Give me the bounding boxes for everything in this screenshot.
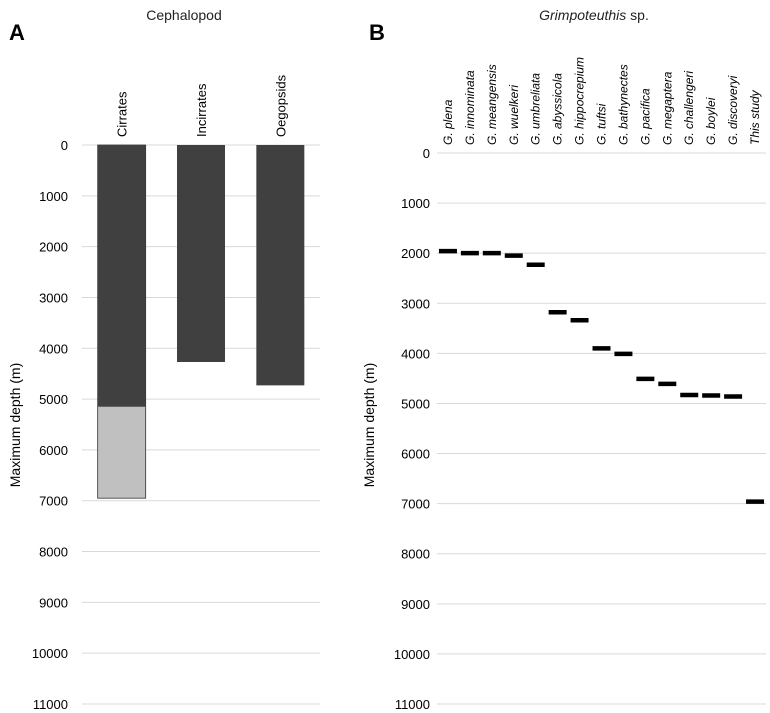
- panel-b-category-label: G. innominata: [463, 70, 477, 145]
- panel-b-category-label: This study: [748, 89, 762, 145]
- panel-a-category-label: Oegopsids: [273, 74, 288, 137]
- panel-b-y-tick-label: 8000: [401, 547, 430, 562]
- panel-a-y-tick-label: 3000: [39, 290, 68, 305]
- panel-a-y-tick-label: 7000: [39, 494, 68, 509]
- panel-b-title-suffix: sp.: [626, 7, 649, 23]
- panel-a-y-tick-label: 5000: [39, 392, 68, 407]
- panel-b-category-label: G. megaptera: [660, 71, 674, 145]
- panel-a-y-tick-label: 2000: [39, 240, 68, 255]
- panel-b-title: Grimpoteuthis sp.: [539, 7, 649, 23]
- panel-a-label: A: [9, 20, 25, 45]
- panel-a-bar: [97, 145, 146, 407]
- panel-b-category-label: G. discoveryi: [726, 75, 740, 145]
- panel-b-y-axis-label: Maximum depth (m): [361, 363, 377, 487]
- panel-b-category-label: G. hippocrepium: [573, 57, 587, 145]
- panel-b-y-tick-label: 3000: [401, 296, 430, 311]
- panel-b-category-label: G. bathynectes: [616, 64, 630, 145]
- panel-b-y-tick-label: 2000: [401, 246, 430, 261]
- panel-a-bar: [256, 145, 305, 386]
- panel-b-y-tick-label: 7000: [401, 497, 430, 512]
- panel-b-y-tick-label: 10000: [394, 647, 430, 662]
- panel-a-category-label: Cirrates: [115, 91, 130, 137]
- panel-b-category-label: G. wuelkeri: [507, 85, 521, 145]
- panel-a-title: Cephalopod: [146, 7, 222, 23]
- panel-a-y-tick-label: 9000: [39, 595, 68, 610]
- panel-a-y-tick-label: 11000: [33, 697, 68, 712]
- panel-a-bar: [177, 145, 225, 362]
- panel-b-y-tick-label: 9000: [401, 597, 430, 612]
- panel-b-category-label: G. abyssicola: [551, 73, 565, 145]
- panel-b-plot: 0 1000 2000 3000 4000 5000 6000 7000 8000 9000 100…: [394, 57, 766, 712]
- panel-b-category-label: G. challengeri: [682, 71, 696, 145]
- panel-a-y-tick-label: 6000: [39, 443, 68, 458]
- panel-a-y-axis-label: Maximum depth (m): [7, 363, 23, 487]
- panel-a-y-tick-label: 4000: [39, 341, 68, 356]
- panel-b-y-tick-label: 11000: [395, 697, 430, 712]
- panel-b-category-label: G. meangensis: [485, 64, 499, 145]
- panel-b-category-label: G. tuftsi: [595, 103, 609, 145]
- panel-b-y-tick-label: 0: [423, 146, 430, 161]
- panel-b-y-tick-label: 5000: [401, 396, 430, 411]
- panel-b-title-genus: Grimpoteuthis: [539, 7, 626, 23]
- panel-a-y-tick-label: 1000: [39, 189, 68, 204]
- panel-b-y-tick-label: 1000: [401, 196, 430, 211]
- panel-b-y-tick-label: 6000: [401, 447, 430, 462]
- panel-b-category-label: G. umbreliata: [529, 73, 543, 145]
- panel-b-category-label: G. plena: [441, 99, 455, 145]
- panel-a-y-tick-label: 8000: [39, 545, 68, 560]
- panel-b-category-label: G. boylei: [704, 97, 718, 145]
- panel-a-y-tick-label: 0: [61, 138, 68, 153]
- panel-b-y-tick-label: 4000: [401, 346, 430, 361]
- panel-a-plot: 0 1000 2000 3000 4000 5000 6000 7000 8000 9000 100…: [32, 74, 320, 712]
- panel-a-y-tick-label: 10000: [32, 646, 68, 661]
- panel-b-label: B: [369, 20, 385, 45]
- panel-a-category-label: Incirrates: [194, 83, 209, 137]
- panel-b-category-label: G. pacifica: [638, 88, 652, 145]
